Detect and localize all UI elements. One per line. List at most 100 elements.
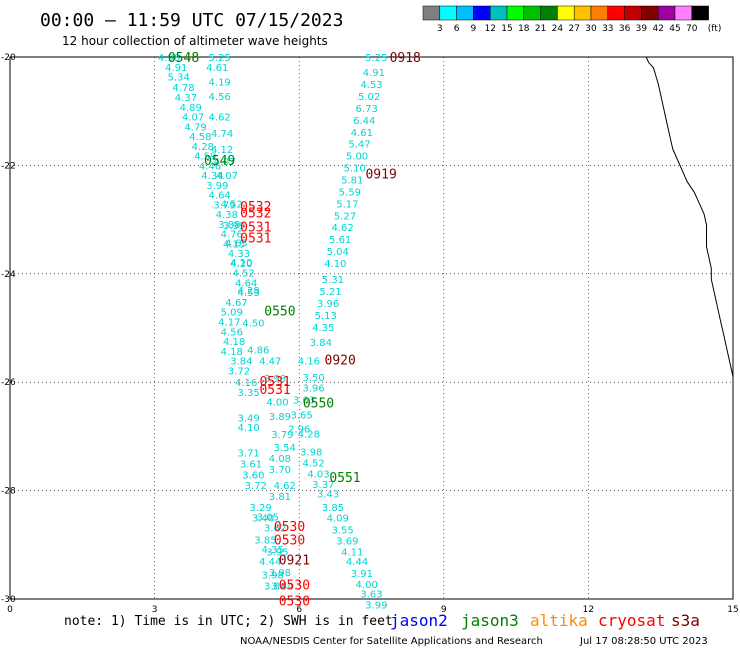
wave-height-value: 3.71	[237, 449, 259, 460]
wave-height-value: 4.10	[237, 423, 259, 434]
pass-time-label: 0530	[279, 595, 310, 610]
wave-height-value: 4.86	[247, 346, 269, 357]
wave-height-value: 3.62	[264, 523, 286, 534]
wave-height-value: 4.12	[211, 145, 233, 156]
wave-height-value: 3.89	[269, 412, 291, 423]
track-track-b: 5.254.614.194.564.624.744.124.074.074.52…	[206, 53, 296, 592]
wave-height-value: 4.18	[223, 337, 245, 348]
wave-height-value: 5.04	[327, 247, 349, 258]
wave-height-value: 4.76	[221, 230, 243, 241]
wave-height-value: 5.02	[358, 92, 380, 103]
wave-height-value: 4.16	[235, 378, 257, 389]
wave-height-value: 4.18	[221, 347, 243, 358]
wave-height-value: 3.37	[312, 480, 334, 491]
legend-swatch	[674, 5, 693, 21]
wave-height-value: 4.37	[175, 93, 197, 104]
wave-height-value: 4.16	[298, 357, 320, 368]
x-axis-ticks: 0 3 6 9 12 15	[7, 605, 739, 615]
wave-height-value: 3.05	[257, 513, 279, 524]
wave-height-value: 4.09	[327, 514, 349, 525]
wave-height-value: 4.17	[218, 317, 240, 328]
wave-height-value: 3.72	[228, 366, 250, 377]
legend-swatch	[573, 5, 592, 21]
legend-level-label: 70	[686, 24, 698, 34]
wave-height-value: 5.31	[322, 275, 344, 286]
wave-height-value: 3.60	[242, 470, 264, 481]
wave-height-value: 4.64	[209, 191, 231, 202]
pass-time-label: 0530	[279, 578, 310, 593]
legend-unit-label: (ft)	[708, 24, 722, 34]
wave-height-value: 4.64	[235, 278, 257, 289]
pass-time-label: 0920	[325, 353, 356, 368]
wave-height-value: 4.52	[221, 199, 243, 210]
wave-height-value: 3.99	[206, 181, 228, 192]
wave-height-value: 3.84	[264, 581, 286, 592]
wave-height-value: 3.54	[274, 443, 296, 454]
wave-height-value: 4.91	[363, 68, 385, 79]
wave-height-values: 4.984.915.344.784.374.894.074.794.584.28…	[158, 53, 388, 611]
wave-height-value: 3.63	[293, 396, 315, 407]
wave-height-value: 4.62	[331, 223, 353, 234]
wave-height-value: 4.98	[158, 53, 180, 64]
satellite-name-s3a: s3a	[671, 611, 700, 630]
pass-time-label: 0918	[390, 51, 421, 66]
wave-height-value: 4.44	[346, 557, 368, 568]
wave-height-value: 5.81	[341, 175, 363, 186]
coastline	[645, 56, 734, 383]
track-track-a: 4.984.915.344.784.374.894.074.794.584.28…	[158, 53, 286, 592]
wave-height-value: 3.85	[254, 535, 276, 546]
footer-timestamp: Jul 17 08:28:50 UTC 2023	[579, 636, 708, 647]
wave-height-value: 4.67	[225, 298, 247, 309]
wave-height-value: 3.63	[360, 590, 382, 601]
pass-time-label: 0531	[240, 231, 271, 246]
legend-level-label: 12	[484, 24, 495, 34]
wave-height-value: 4.15	[223, 239, 245, 250]
pass-time-label: 0550	[264, 305, 295, 320]
wave-height-value: 4.19	[209, 77, 231, 88]
wave-height-value: 6.44	[353, 116, 375, 127]
pass-time-label: 0532	[240, 207, 271, 222]
pass-time-label: 0551	[329, 471, 360, 486]
wave-height-value: 5.47	[348, 140, 370, 151]
pass-time-label: 0532	[240, 200, 271, 215]
legend-level-label: 9	[471, 24, 477, 34]
wave-height-value: 3.84	[230, 357, 252, 368]
wave-height-value: 4.46	[199, 161, 221, 172]
satellite-name-altika: altika	[530, 611, 588, 630]
wave-height-value: 4.38	[216, 210, 238, 221]
wave-height-value: 5.59	[339, 187, 361, 198]
y-tick-label: -28	[1, 487, 16, 497]
legend-swatch	[557, 5, 575, 21]
legend-level-label: 27	[568, 24, 579, 34]
y-tick-label: -20	[1, 53, 16, 63]
legend-level-label: 36	[619, 24, 631, 34]
wave-height-value: 3.72	[245, 481, 267, 492]
wave-height-value: 4.20	[230, 259, 252, 270]
wave-height-value: 4.10	[324, 259, 346, 270]
wave-height-value: 4.00	[356, 580, 378, 591]
wave-height-value: 4.47	[259, 357, 281, 368]
color-scale-legend: 3 6 9 12 15 18 21 24 27 30 33 36 39 42 45 70 (ft)	[422, 5, 722, 34]
wave-height-value: 4.91	[165, 63, 187, 74]
wave-height-value: 5.61	[329, 235, 351, 246]
plot-frame	[9, 56, 734, 600]
legend-swatch	[590, 5, 609, 21]
legend-level-label: 24	[552, 24, 564, 34]
legend-swatch	[506, 5, 525, 21]
pass-time-label: 0548	[168, 51, 199, 66]
wave-height-value: 4.78	[172, 83, 194, 94]
satellite-name-cryosat: cryosat	[598, 611, 665, 630]
map-title: 00:00 — 11:59 UTC 07/15/2023	[40, 10, 343, 31]
wave-height-value: 3.98	[262, 571, 284, 582]
wave-height-value: 4.03	[307, 469, 329, 480]
legend-swatch	[691, 5, 709, 21]
grid-lines	[10, 57, 733, 599]
pass-time-label: 0921	[279, 553, 310, 568]
wave-height-value: 3.85	[322, 503, 344, 514]
pass-time-label: 0531	[240, 221, 271, 236]
wave-height-value: 4.11	[341, 547, 363, 558]
wave-height-value: 5.25	[209, 53, 231, 64]
track-track-c: 4.163.503.963.633.652.964.283.984.524.03…	[288, 357, 387, 612]
legend-swatch	[473, 5, 491, 21]
